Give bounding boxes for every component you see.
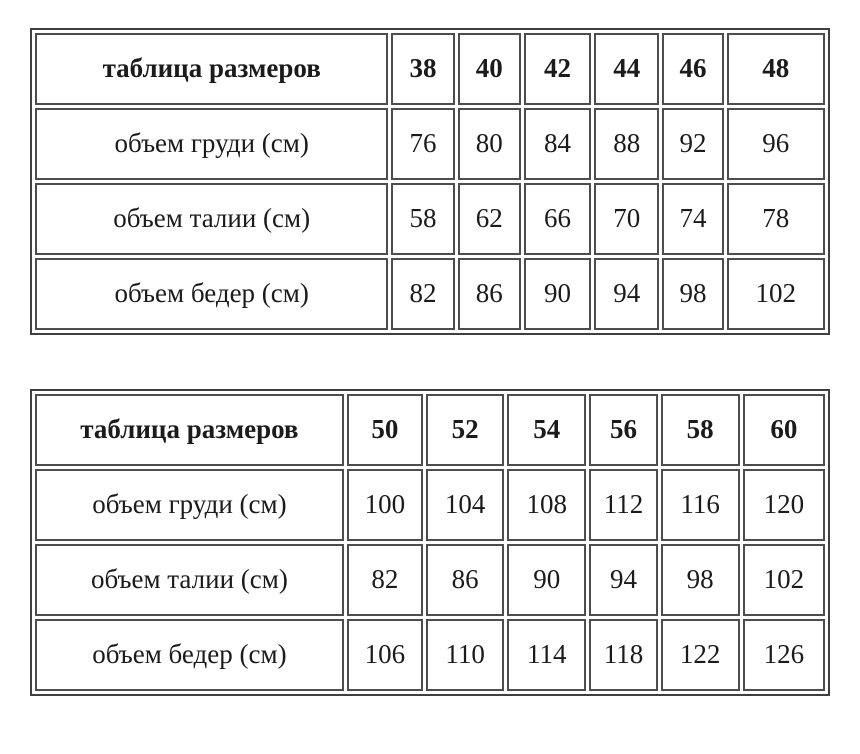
value-cell: 114: [507, 619, 587, 691]
value-cell: 58: [391, 183, 455, 255]
value-cell: 94: [594, 258, 660, 330]
header-row: таблица размеров 50 52 54 56 58 60: [35, 394, 825, 466]
value-cell: 118: [589, 619, 658, 691]
value-cell: 62: [457, 183, 521, 255]
value-cell: 110: [425, 619, 505, 691]
value-cell: 76: [391, 108, 455, 180]
table-row-waist: объем талии (см) 58 62 66 70 74 78: [35, 183, 825, 255]
value-cell: 88: [594, 108, 660, 180]
size-header-cell: 42: [523, 33, 592, 105]
value-cell: 102: [742, 544, 825, 616]
value-cell: 86: [425, 544, 505, 616]
value-cell: 78: [726, 183, 825, 255]
value-cell: 126: [742, 619, 825, 691]
row-label-cell: объем груди (см): [35, 108, 389, 180]
value-cell: 86: [457, 258, 521, 330]
value-cell: 98: [662, 258, 724, 330]
value-cell: 108: [507, 469, 587, 541]
size-table-large-sizes: таблица размеров 50 52 54 56 58 60 объем…: [30, 389, 830, 696]
value-cell: 92: [662, 108, 724, 180]
size-header-cell: 38: [391, 33, 455, 105]
value-cell: 106: [346, 619, 423, 691]
value-cell: 116: [660, 469, 740, 541]
value-cell: 82: [391, 258, 455, 330]
header-row: таблица размеров 38 40 42 44 46 48: [35, 33, 825, 105]
value-cell: 98: [660, 544, 740, 616]
value-cell: 74: [662, 183, 724, 255]
size-header-cell: 52: [425, 394, 505, 466]
row-label-cell: объем бедер (см): [35, 258, 389, 330]
value-cell: 94: [589, 544, 658, 616]
value-cell: 84: [523, 108, 592, 180]
row-label-cell: объем груди (см): [35, 469, 344, 541]
value-cell: 100: [346, 469, 423, 541]
value-cell: 102: [726, 258, 825, 330]
value-cell: 122: [660, 619, 740, 691]
size-header-cell: 50: [346, 394, 423, 466]
value-cell: 90: [523, 258, 592, 330]
size-header-cell: 46: [662, 33, 724, 105]
value-cell: 82: [346, 544, 423, 616]
size-header-cell: 56: [589, 394, 658, 466]
value-cell: 80: [457, 108, 521, 180]
table-title-cell: таблица размеров: [35, 394, 344, 466]
size-header-cell: 54: [507, 394, 587, 466]
value-cell: 90: [507, 544, 587, 616]
size-table-small-sizes: таблица размеров 38 40 42 44 46 48 объем…: [30, 28, 830, 335]
size-header-cell: 44: [594, 33, 660, 105]
table-row-chest: объем груди (см) 76 80 84 88 92 96: [35, 108, 825, 180]
size-header-cell: 60: [742, 394, 825, 466]
row-label-cell: объем бедер (см): [35, 619, 344, 691]
table-row-hips: объем бедер (см) 82 86 90 94 98 102: [35, 258, 825, 330]
value-cell: 96: [726, 108, 825, 180]
size-header-cell: 48: [726, 33, 825, 105]
row-label-cell: объем талии (см): [35, 544, 344, 616]
table-row-waist: объем талии (см) 82 86 90 94 98 102: [35, 544, 825, 616]
value-cell: 120: [742, 469, 825, 541]
table-row-hips: объем бедер (см) 106 110 114 118 122 126: [35, 619, 825, 691]
value-cell: 70: [594, 183, 660, 255]
size-header-cell: 40: [457, 33, 521, 105]
value-cell: 104: [425, 469, 505, 541]
table-row-chest: объем груди (см) 100 104 108 112 116 120: [35, 469, 825, 541]
value-cell: 66: [523, 183, 592, 255]
row-label-cell: объем талии (см): [35, 183, 389, 255]
table-title-cell: таблица размеров: [35, 33, 389, 105]
size-header-cell: 58: [660, 394, 740, 466]
size-chart-page: таблица размеров 38 40 42 44 46 48 объем…: [30, 28, 830, 696]
value-cell: 112: [589, 469, 658, 541]
